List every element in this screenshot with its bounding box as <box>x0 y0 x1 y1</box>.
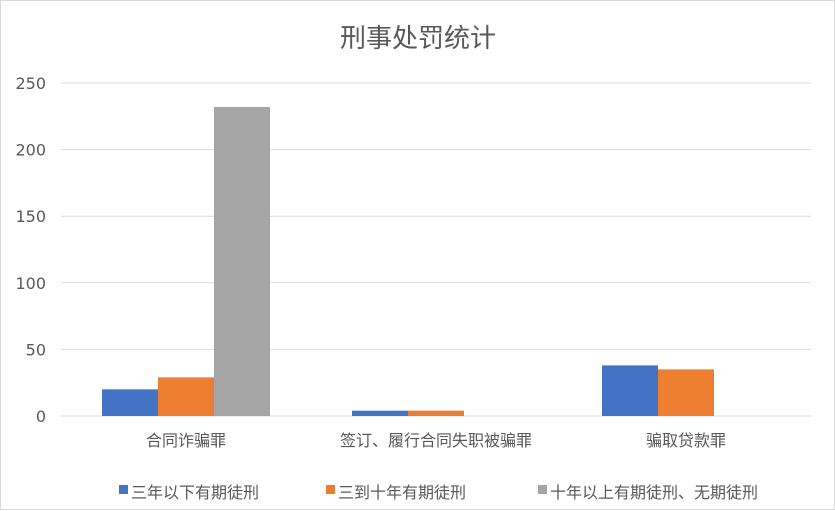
legend-swatch <box>326 485 335 494</box>
legend-label: 十年以上有期徒刑、无期徒刑 <box>550 483 758 502</box>
y-tick-label: 0 <box>36 407 46 426</box>
bar <box>102 389 158 416</box>
x-category-label: 合同诈骗罪 <box>146 431 226 450</box>
y-tick-label: 150 <box>15 207 46 226</box>
y-tick-label: 200 <box>15 141 46 160</box>
legend-label: 三到十年有期徒刑 <box>338 483 466 502</box>
legend-swatch <box>538 485 547 494</box>
x-category-label: 签订、履行合同失职被骗罪 <box>340 431 532 450</box>
bar <box>158 377 214 416</box>
x-category-label: 骗取贷款罪 <box>646 431 726 450</box>
bar <box>214 106 270 416</box>
legend-label: 三年以下有期徒刑 <box>131 483 259 502</box>
bars <box>102 106 714 416</box>
bar <box>352 410 408 416</box>
grid-lines <box>61 82 811 417</box>
y-tick-label: 50 <box>26 340 46 359</box>
bar <box>602 365 658 416</box>
y-tick-label: 100 <box>15 274 46 293</box>
bar <box>658 369 714 416</box>
x-axis-categories: 合同诈骗罪 签订、履行合同失职被骗罪 骗取贷款罪 <box>146 431 726 450</box>
bar <box>408 410 464 416</box>
y-tick-label: 250 <box>15 74 46 93</box>
chart-title: 刑事处罚统计 <box>340 24 496 54</box>
legend: 三年以下有期徒刑 三到十年有期徒刑 十年以上有期徒刑、无期徒刑 <box>119 483 758 502</box>
legend-swatch <box>119 485 128 494</box>
y-axis-ticks: 0 50 100 150 200 250 <box>15 74 46 426</box>
